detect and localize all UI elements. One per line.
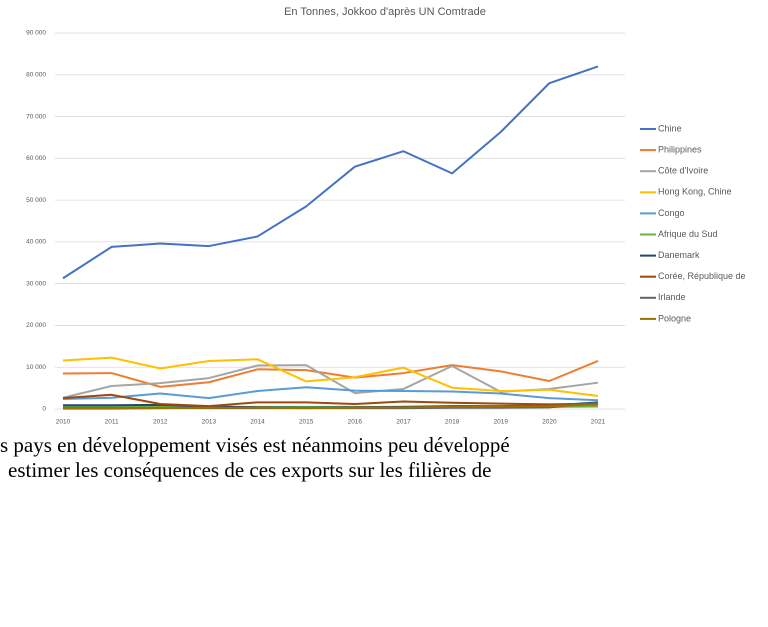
x-tick-label: 2012 [153, 419, 168, 425]
y-tick-label: 50 000 [26, 197, 46, 204]
legend-label: Pologne [658, 313, 691, 323]
series-line [62, 356, 599, 398]
legend-label: Chine [658, 123, 682, 133]
y-tick-label: 20 000 [26, 322, 46, 329]
legend-label: Irlande [658, 292, 686, 302]
legend-label: Afrique du Sud [658, 229, 718, 239]
x-tick-label: 2015 [299, 419, 314, 425]
series-line [62, 386, 599, 402]
legend-label: Congo [658, 208, 685, 218]
series-line [63, 403, 599, 410]
series-line [62, 65, 599, 280]
x-tick-label: 2018 [445, 419, 460, 425]
y-tick-label: 30 000 [26, 280, 46, 287]
y-tick-label: 70 000 [26, 113, 46, 120]
y-tick-label: 40 000 [26, 239, 46, 246]
y-tick-label: 60 000 [26, 155, 46, 162]
legend-label: Hong Kong, Chine [658, 187, 732, 197]
x-tick-label: 2011 [105, 419, 119, 425]
y-tick-label: 80 000 [26, 71, 46, 78]
x-tick-label: 2019 [493, 419, 508, 425]
x-tick-label: 2010 [56, 419, 71, 425]
chart-subtitle: En Tonnes, Jokkoo d'après UN Comtrade [284, 6, 486, 18]
y-tick-label: 10 000 [26, 364, 46, 371]
x-tick-label: 2016 [348, 419, 363, 425]
x-tick-label: 2014 [250, 419, 265, 425]
x-tick-label: 2017 [396, 419, 411, 425]
chart: En Tonnes, Jokkoo d'après UN Comtrade 0 1… [26, 6, 746, 425]
legend-label: Danemark [658, 250, 700, 260]
legend-label: Corée, République de [658, 271, 746, 281]
doc-line: s pays en développement visés est néanmo… [0, 433, 510, 457]
doc-line: estimer les conséquences de ces exports … [8, 458, 492, 482]
x-tick-label: 2021 [591, 419, 606, 425]
y-tick-label: 90 000 [26, 30, 46, 37]
series-line [62, 393, 599, 408]
legend-label: Philippines [658, 144, 702, 154]
y-tick-label: 0 [42, 406, 46, 413]
x-tick-label: 2020 [542, 419, 557, 425]
legend-label: Côte d'Ivoire [658, 166, 708, 176]
x-tick-label: 2013 [202, 419, 217, 425]
